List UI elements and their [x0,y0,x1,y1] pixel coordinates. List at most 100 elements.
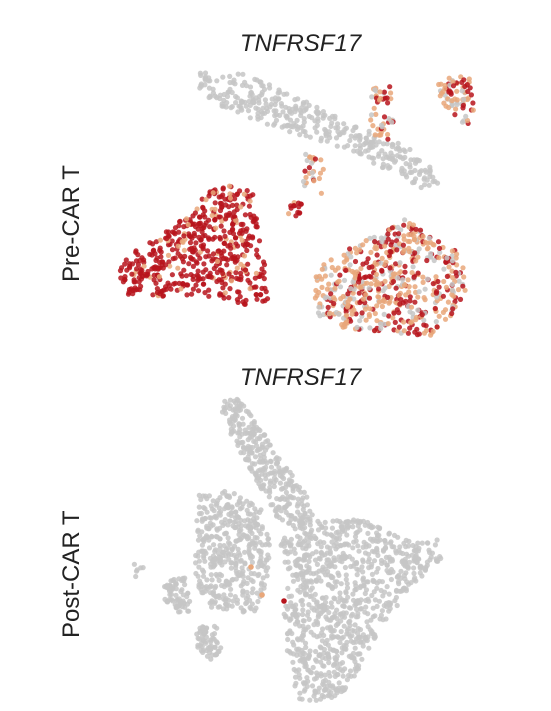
data-point [273,117,280,123]
data-point [300,123,306,129]
data-point [373,111,379,117]
data-point [363,636,369,642]
data-point [336,572,342,579]
data-point [207,590,214,596]
data-point [228,278,235,284]
data-point [422,167,428,173]
data-point [226,540,232,546]
data-point [357,145,363,151]
data-point [363,292,369,298]
data-point [290,124,296,130]
data-point [255,598,261,605]
data-point [251,512,257,518]
data-point [238,527,244,533]
data-point [415,254,421,260]
data-point [433,319,439,325]
data-point [274,455,280,461]
data-point [195,553,201,559]
data-point [227,397,233,403]
data-point [312,118,318,124]
data-point [372,132,378,138]
data-point [327,310,333,316]
data-point [400,277,406,283]
data-point [368,249,374,255]
data-point [212,644,218,650]
data-point [151,277,157,283]
data-point [234,265,240,271]
data-point [449,98,455,104]
data-point [213,583,219,590]
data-point [238,277,244,283]
data-point [291,546,297,552]
data-point [343,267,349,273]
data-point [199,196,205,202]
data-point [401,222,407,228]
data-point [309,683,316,689]
data-point [176,609,182,615]
data-point [366,285,372,291]
data-point [220,606,226,612]
data-point [271,475,278,481]
data-point [329,525,335,531]
data-point [197,276,203,282]
data-point [190,213,196,219]
data-point [264,121,270,127]
data-point [305,609,311,615]
data-point [346,542,352,548]
data-point [297,107,303,114]
data-point [460,265,466,271]
data-point [396,547,402,554]
data-point [371,634,377,640]
data-point [244,498,250,504]
data-point [255,254,261,260]
data-point [335,129,341,135]
data-point [402,269,408,275]
data-point [330,614,336,621]
data-point [219,519,225,525]
data-point [157,237,163,243]
data-point [318,544,324,550]
data-point [297,589,303,595]
data-point [327,135,333,141]
data-point [249,444,256,451]
data-point [400,242,406,248]
data-point [341,252,347,258]
data-point [461,274,467,280]
data-point [375,294,381,300]
data-point [378,132,384,138]
data-point [371,589,377,595]
data-point [300,526,306,532]
data-point [316,575,322,581]
data-point [405,277,411,283]
data-point [307,134,313,140]
data-point [382,278,388,284]
data-point [358,639,364,645]
data-point [311,178,317,184]
data-point [368,281,374,287]
data-point [294,646,300,652]
data-point [258,531,264,537]
data-point [236,103,242,109]
data-point [317,644,323,650]
data-point [306,165,312,171]
data-point [247,84,254,90]
data-point [356,651,362,657]
data-point [362,306,369,312]
data-point [340,673,346,679]
data-point [308,670,314,676]
data-point [316,175,322,182]
data-point [299,637,305,643]
data-point [434,537,440,543]
data-point [213,639,220,645]
data-point [408,320,414,326]
data-point [232,524,238,531]
data-point [412,176,419,182]
data-point [452,112,458,118]
data-point [462,287,468,293]
data-point [165,280,171,286]
data-point [217,557,223,564]
data-point [438,81,444,87]
data-point [301,618,307,624]
data-point [321,540,327,546]
data-point [434,294,440,300]
